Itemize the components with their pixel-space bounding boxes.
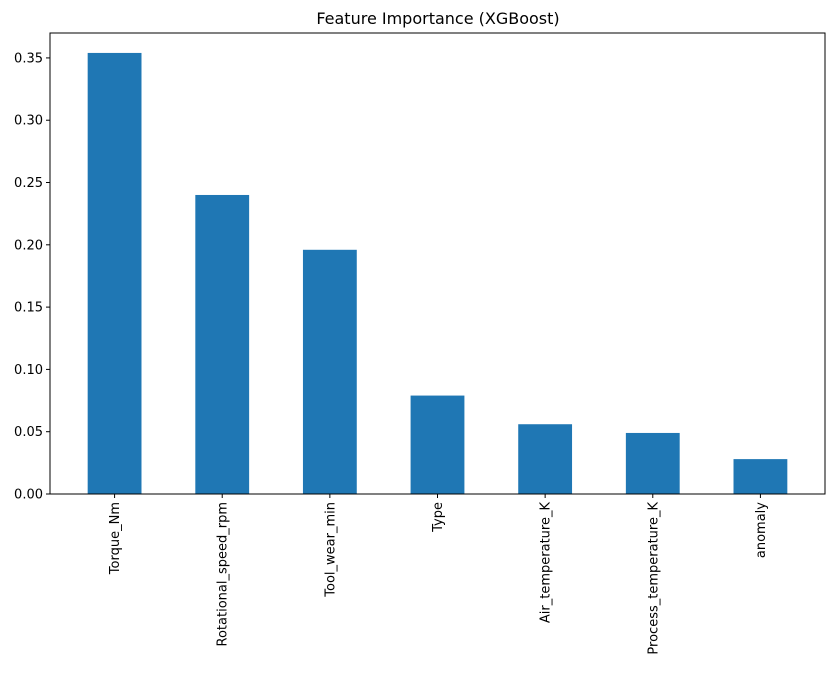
x-tick-label-Air_temperature_K: Air_temperature_K [539,502,554,624]
y-axis: 0.00 0.05 0.10 0.15 0.20 0.25 0.30 0.35 [14,51,50,503]
y-tick-label-0.05: 0.05 [14,425,43,440]
bar-Air_temperature_K [518,424,573,494]
y-tick-label-0.35: 0.35 [14,51,43,66]
chart-title: Feature Importance (XGBoost) [316,9,559,28]
y-tick-label-0.30: 0.30 [14,114,43,129]
x-tick-label-Type: Type [431,502,446,533]
bar-Torque_Nm [87,52,142,495]
y-tick-label-0.00: 0.00 [14,488,43,503]
x-tick-label-Tool_wear_min: Tool_wear_min [323,502,338,598]
x-axis: Torque_Nm Rotational_speed_rpm Tool_wear_m… [108,494,769,655]
y-tick-label-0.25: 0.25 [14,176,43,191]
x-tick-label-Process_temperature_K: Process_temperature_K [646,502,661,655]
x-tick-label-Rotational_speed_rpm: Rotational_speed_rpm [216,502,231,646]
x-tick-label-anomaly: anomaly [754,502,769,558]
bar-Tool_wear_min [302,249,357,494]
plot-frame [49,32,826,495]
y-tick-label-0.15: 0.15 [14,301,43,316]
y-tick-label-0.20: 0.20 [14,238,43,253]
bars-group [87,52,788,495]
bar-anomaly [733,459,788,494]
y-tick-label-0.10: 0.10 [14,363,43,378]
x-tick-label-Torque_Nm: Torque_Nm [108,502,123,575]
bar-Type [410,395,465,494]
bar-Process_temperature_K [625,432,680,494]
bar-Rotational_speed_rpm [195,194,250,495]
